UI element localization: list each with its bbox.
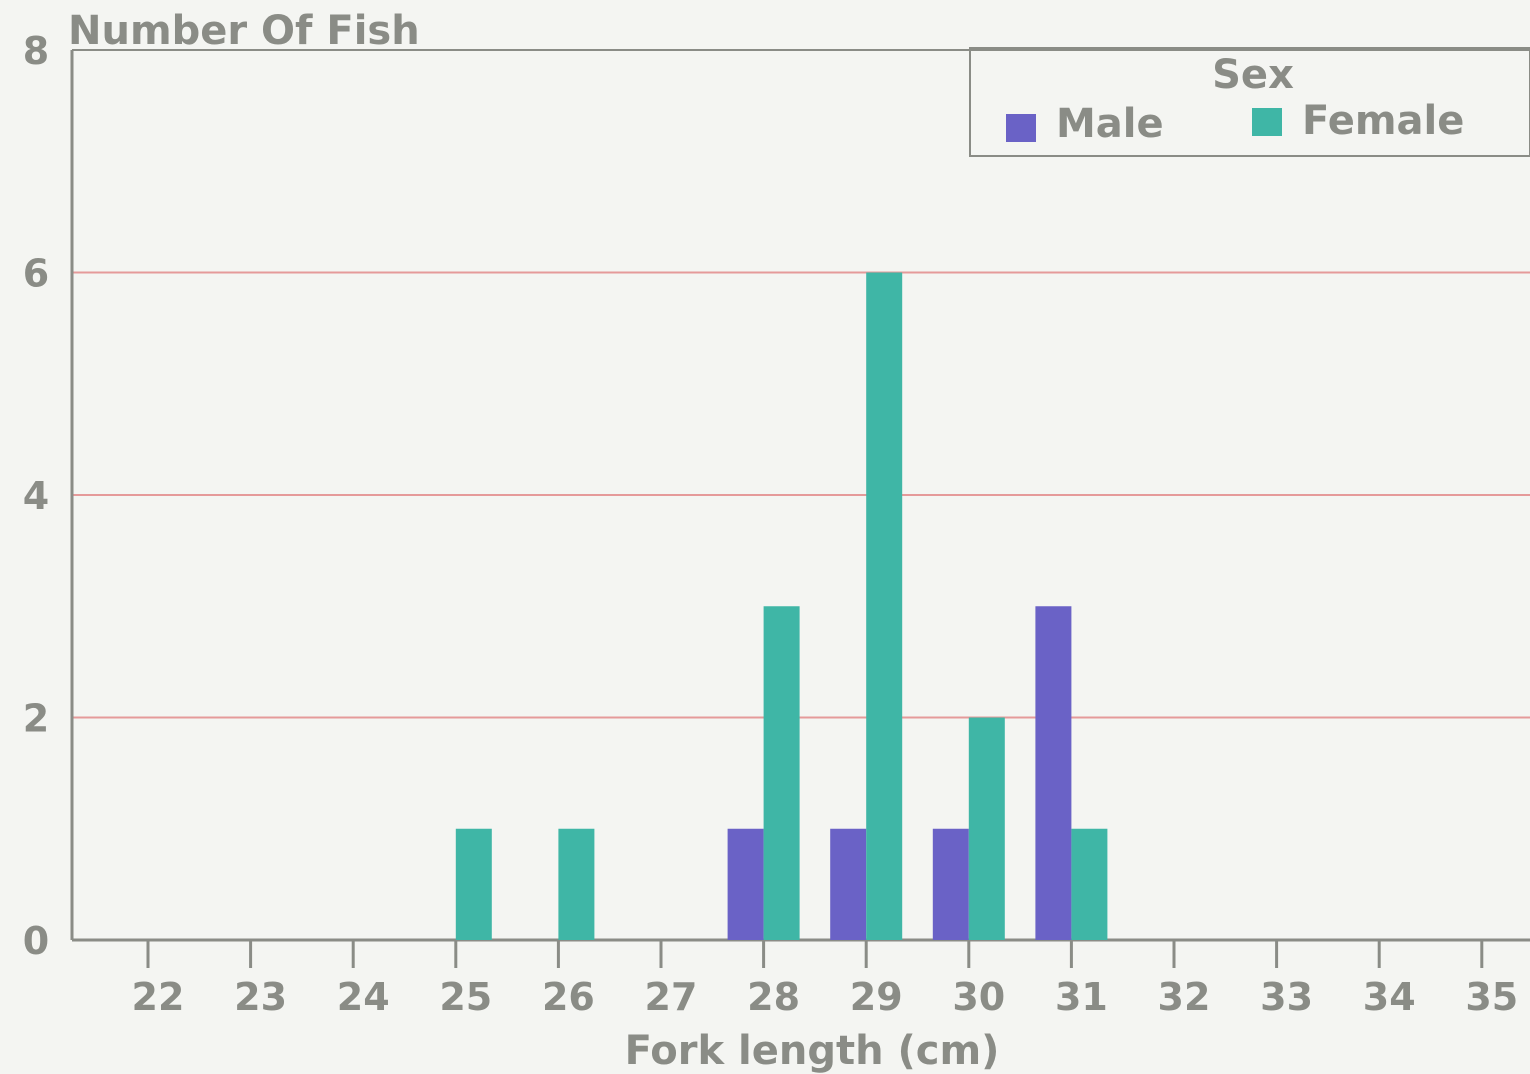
x-tick-label-33: 33	[1260, 975, 1313, 1019]
grid-lines	[72, 271, 1530, 719]
x-tick-label-27: 27	[645, 975, 698, 1019]
x-tick-label-24: 24	[337, 975, 390, 1019]
bar-male-28	[727, 828, 764, 940]
axes	[70, 49, 1530, 942]
x-tick-label-22: 22	[132, 975, 185, 1019]
legend: Sex Male Female	[969, 47, 1530, 157]
y-tick-label-2: 2	[23, 697, 49, 741]
x-tick-label-32: 32	[1158, 975, 1211, 1019]
bars	[455, 272, 1108, 940]
y-tick-label-0: 0	[23, 919, 49, 963]
legend-box	[969, 47, 1530, 157]
x-tick-label-28: 28	[747, 975, 800, 1019]
bar-female-25	[455, 828, 492, 940]
bar-female-29	[866, 272, 903, 940]
bar-male-30	[932, 828, 969, 940]
x-axis-title: Fork length (cm)	[625, 1028, 1000, 1074]
legend-swatch-female	[1252, 108, 1282, 136]
legend-label-male: Male	[1056, 101, 1164, 147]
bar-female-30	[968, 717, 1005, 940]
bar-female-26	[558, 828, 595, 940]
y-tick-label-4: 4	[23, 474, 49, 518]
y-tick-label-8: 8	[23, 29, 49, 73]
x-tick-labels: 22 23 24 25 26 27 28 29 30 31 32 33 34 35	[132, 940, 1518, 1019]
bar-male-29	[830, 828, 867, 940]
x-tick-label-29: 29	[850, 975, 903, 1019]
x-tick-label-25: 25	[439, 975, 492, 1019]
x-tick-label-31: 31	[1055, 975, 1108, 1019]
bar-female-31	[1071, 828, 1108, 940]
bar-female-28	[763, 606, 800, 940]
legend-label-female: Female	[1302, 98, 1464, 144]
x-tick-label-30: 30	[952, 975, 1005, 1019]
bar-male-31	[1035, 606, 1072, 940]
y-tick-label-6: 6	[23, 252, 49, 296]
x-tick-label-23: 23	[234, 975, 287, 1019]
y-tick-labels: 0 2 4 6 8	[23, 29, 49, 963]
x-tick-label-34: 34	[1363, 975, 1416, 1019]
legend-title: Sex	[1212, 52, 1294, 98]
legend-swatch-male	[1006, 114, 1036, 142]
x-tick-label-26: 26	[542, 975, 595, 1019]
y-axis-title: Number Of Fish	[68, 8, 420, 54]
x-tick-label-35: 35	[1465, 975, 1518, 1019]
